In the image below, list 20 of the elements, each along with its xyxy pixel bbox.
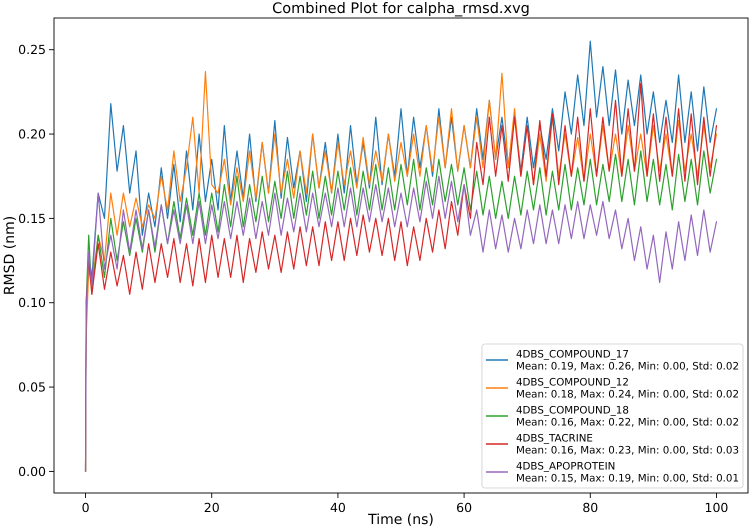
y-tick-label: 0.05 (18, 379, 46, 394)
x-tick-label: 40 (330, 500, 346, 515)
x-tick-label: 0 (82, 500, 90, 515)
legend-label: 4DBS_APOPROTEIN Mean: 0.15, Max: 0.19, Min: 0.00, Std: 0.01 (516, 460, 739, 484)
chart-title: Combined Plot for calpha_rmsd.xvg (272, 1, 530, 17)
x-tick-label: 20 (204, 500, 220, 515)
y-tick-label: 0.10 (18, 295, 46, 310)
x-tick-label: 100 (704, 500, 728, 515)
y-tick-label: 0.20 (18, 126, 46, 142)
legend-label: 4DBS_COMPOUND_18 Mean: 0.16, Max: 0.22, Min: 0.00, Std: 0.02 (516, 404, 739, 428)
x-tick-label: 60 (456, 500, 472, 515)
y-axis-title: RMSD (nm) (2, 216, 18, 296)
x-tick-label: 80 (582, 500, 598, 515)
legend-label: 4DBS_COMPOUND_12 Mean: 0.18, Max: 0.24, Min: 0.00, Std: 0.02 (516, 376, 739, 400)
y-tick-label: 0.25 (18, 42, 46, 58)
y-tick-label: 0.15 (18, 210, 46, 226)
x-axis-title: Time (ns) (367, 512, 434, 528)
legend-label: 4DBS_TACRINE Mean: 0.16, Max: 0.23, Min: 0.00, Std: 0.03 (516, 432, 739, 456)
legend-label: 4DBS_COMPOUND_17 Mean: 0.19, Max: 0.26, Min: 0.00, Std: 0.02 (516, 348, 739, 372)
y-tick-label: 0.00 (18, 464, 46, 479)
